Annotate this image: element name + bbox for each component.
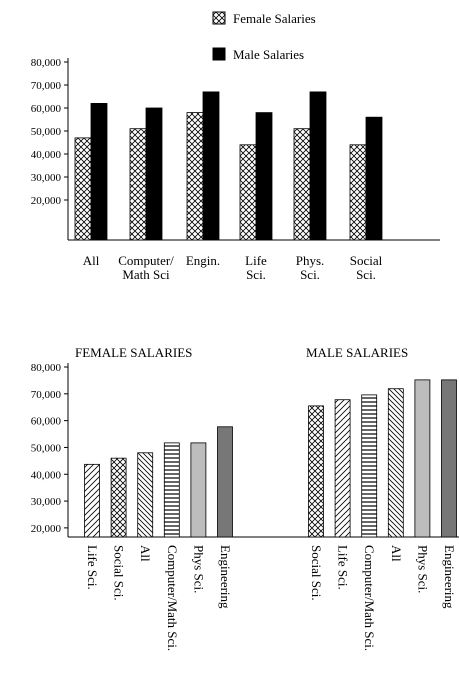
- bar: [84, 463, 100, 538]
- bar: [137, 452, 154, 538]
- y-tick-label: 30,000: [31, 496, 62, 508]
- y-tick-label: 30,000: [31, 172, 62, 184]
- group-title: MALE SALARIES: [306, 345, 408, 360]
- bar: [145, 107, 163, 241]
- x-tick-label: Engineering: [442, 545, 457, 609]
- legend-label: Female Salaries: [233, 11, 316, 26]
- y-tick-label: 50,000: [31, 442, 62, 454]
- bar: [163, 442, 180, 538]
- bar: [255, 112, 273, 241]
- legend-swatch: [212, 11, 226, 25]
- bar: [217, 426, 233, 538]
- x-tick-label: Computer/Math Sci.: [362, 545, 377, 651]
- bar: [309, 91, 327, 241]
- group-title: FEMALE SALARIES: [75, 345, 192, 360]
- x-tick-label: Life Sci.: [85, 545, 100, 590]
- bar: [90, 102, 108, 241]
- x-tick-label: Phys Sci.: [415, 545, 430, 593]
- y-tick-label: 80,000: [31, 57, 62, 69]
- x-tick-label: Life Sci.: [336, 545, 351, 590]
- y-tick-label: 70,000: [31, 389, 62, 401]
- bar: [349, 144, 367, 241]
- bar: [186, 112, 204, 241]
- bar: [239, 144, 257, 241]
- y-tick-label: 20,000: [31, 195, 62, 207]
- y-tick-label: 80,000: [31, 362, 62, 374]
- y-tick-label: 70,000: [31, 80, 62, 92]
- bar: [129, 128, 147, 241]
- bar: [361, 394, 378, 538]
- bar: [190, 442, 207, 538]
- bar: [293, 128, 311, 241]
- x-tick-label: All: [389, 545, 404, 562]
- x-tick-label: Life Sci.: [245, 253, 267, 282]
- bar: [387, 388, 404, 538]
- y-tick-label: 60,000: [31, 103, 62, 115]
- x-tick-label: Social Sci.: [112, 545, 127, 601]
- bar: [334, 399, 351, 538]
- bar: [74, 137, 92, 241]
- x-tick-label: All: [138, 545, 153, 562]
- x-tick-label: Engineering: [218, 545, 233, 609]
- x-tick-label: All: [83, 253, 100, 268]
- x-tick-label: Social Sci.: [350, 253, 383, 282]
- x-tick-label: Phys. Sci.: [296, 253, 325, 282]
- x-tick-label: Computer/Math Sci: [118, 253, 174, 282]
- bar: [202, 91, 220, 241]
- bar: [110, 457, 127, 538]
- y-tick-label: 60,000: [31, 416, 62, 428]
- legend-swatch: [212, 47, 226, 61]
- legend-label: Male Salaries: [233, 47, 304, 62]
- x-tick-label: Computer/Math Sci.: [165, 545, 180, 651]
- bar: [414, 379, 431, 538]
- bar: [365, 116, 383, 241]
- y-tick-label: 20,000: [31, 523, 62, 535]
- y-tick-label: 40,000: [31, 469, 62, 481]
- x-tick-label: Social Sci.: [309, 545, 324, 601]
- bar: [308, 405, 324, 538]
- y-tick-label: 40,000: [31, 149, 62, 161]
- y-tick-label: 50,000: [31, 126, 62, 138]
- bar: [441, 379, 457, 538]
- x-tick-label: Engin.: [186, 253, 220, 268]
- x-tick-label: Phys Sci.: [191, 545, 206, 593]
